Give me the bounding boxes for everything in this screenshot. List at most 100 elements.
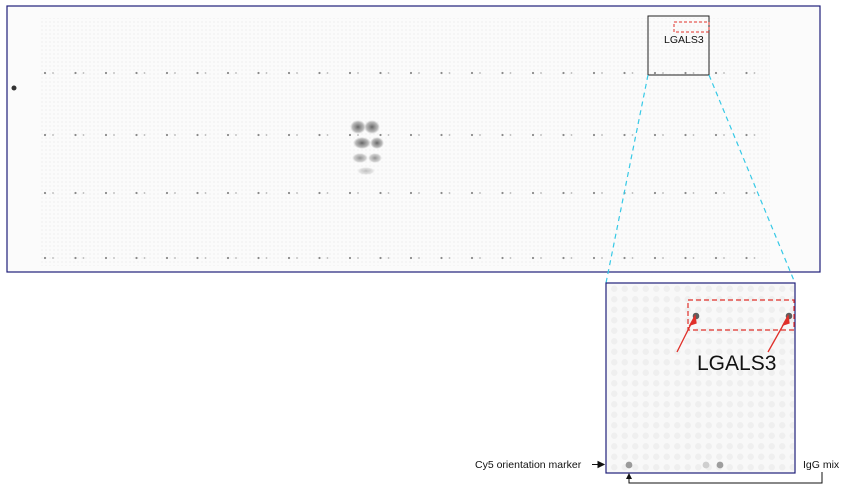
overview-array-spot [43, 256, 47, 260]
igg-mix-bracket-line [628, 472, 823, 484]
overview-array-spot [257, 133, 260, 137]
arrow-icon [676, 313, 697, 353]
overview-array-spot [448, 257, 451, 259]
overview-array-spot [479, 257, 481, 259]
overview-array-spot [204, 257, 207, 259]
overview-array-spot [226, 191, 230, 195]
zoom-cy5-marker-spot [625, 461, 633, 469]
overview-array-spot [326, 134, 329, 136]
overview-array-spot [143, 257, 146, 259]
overview-array-spot [440, 256, 443, 260]
overview-array-spot [348, 133, 352, 137]
overview-array-spot [592, 191, 596, 195]
overview-array-spot [440, 191, 443, 195]
overview-array-spot [379, 191, 382, 195]
zoom-connector-lines [605, 74, 796, 284]
zoom-panel-spot-grid [607, 284, 794, 472]
overview-array-spot [448, 192, 451, 194]
overview-array-spot [143, 134, 146, 136]
overview-array-spot [204, 72, 207, 74]
overview-array-spot [204, 192, 207, 194]
overview-array-spot [348, 256, 352, 260]
overview-array-spot [379, 256, 382, 260]
arrow-icon [592, 460, 606, 469]
overview-array-spot [74, 191, 77, 195]
overview-array-spot [684, 133, 687, 137]
overview-array-spot [104, 133, 108, 137]
overview-array-spot [196, 133, 199, 137]
overview-array-spot [601, 134, 603, 136]
zoom-panel-frame [605, 282, 796, 474]
overview-array-spot [165, 191, 169, 195]
overview-array-spot [440, 133, 443, 137]
overview-array-spot [479, 72, 481, 74]
overview-array-spot [52, 134, 54, 136]
overview-array-spot [296, 72, 298, 74]
zoomed-array-panel: LGALS3 [605, 282, 796, 474]
overview-array-spot [113, 134, 115, 136]
overview-array-spot [501, 133, 504, 137]
overview-array-spot [409, 71, 413, 75]
overview-lgals3-label: LGALS3 [664, 34, 704, 46]
overview-array-spot [753, 192, 756, 194]
overview-array-spot [257, 256, 260, 260]
overview-array-spot [623, 71, 626, 75]
arrow-icon [767, 313, 790, 353]
overview-array-spot [448, 72, 451, 74]
igg-mix-label: IgG mix [803, 459, 840, 471]
zoom-lgals3-label: LGALS3 [697, 352, 776, 375]
overview-array-spot [570, 257, 573, 259]
overview-array-panel: LGALS3 [6, 5, 821, 273]
overview-array-spot [562, 133, 565, 137]
overview-array-spot [348, 191, 352, 195]
arrow-icon [626, 473, 632, 479]
overview-array-spot [348, 71, 352, 75]
overview-array-spot [113, 257, 115, 259]
overview-array-spot [387, 134, 390, 136]
overview-array-spot [74, 71, 77, 75]
overview-array-spot [235, 257, 237, 259]
overview-array-dot-grid [40, 18, 770, 266]
overview-array-spot [509, 192, 512, 194]
overview-array-spot [470, 133, 474, 137]
overview-array-spot [418, 192, 420, 194]
overview-array-spot [479, 192, 481, 194]
overview-array-spot [501, 256, 504, 260]
overview-array-spot [470, 191, 474, 195]
overview-array-spot [296, 134, 298, 136]
overview-array-spot [509, 257, 512, 259]
overview-array-spot [448, 134, 451, 136]
overview-array-spot [631, 134, 634, 136]
overview-array-spot [631, 257, 634, 259]
overview-array-spot [318, 191, 321, 195]
overview-array-spot [143, 192, 146, 194]
overview-array-spot [692, 72, 695, 74]
overview-array-spot [82, 257, 85, 259]
overview-array-spot [753, 257, 756, 259]
overview-array-spot [714, 256, 718, 260]
overview-array-spot [174, 257, 176, 259]
overview-array-spot [74, 256, 77, 260]
overview-array-spot [174, 72, 176, 74]
overview-array-spot [113, 72, 115, 74]
zoom-lgals3-highlight-box [687, 299, 795, 331]
overview-array-spot [104, 71, 108, 75]
overview-array-spot [318, 133, 321, 137]
overview-array-spot [52, 192, 54, 194]
overview-array-spot [226, 71, 230, 75]
overview-array-spot [723, 192, 725, 194]
overview-array-spot [479, 134, 481, 136]
overview-array-spot [684, 191, 687, 195]
overview-array-spot [379, 133, 382, 137]
overview-array-spot [196, 191, 199, 195]
overview-array-spot [287, 256, 291, 260]
overview-array-spot [287, 71, 291, 75]
overview-array-spot [287, 191, 291, 195]
overview-array-spot [43, 191, 47, 195]
overview-array-spot [204, 134, 207, 136]
overview-array-spot [631, 192, 634, 194]
zoom-igg-spot-left [702, 461, 710, 469]
overview-array-spot [592, 256, 596, 260]
overview-array-spot [562, 71, 565, 75]
